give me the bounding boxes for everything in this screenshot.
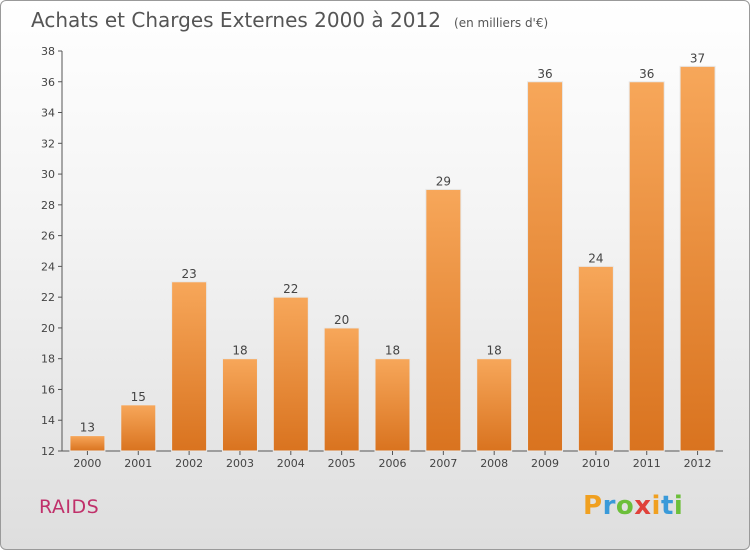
data-label-2005: 20 (334, 313, 349, 327)
bar-2003 (221, 358, 258, 452)
data-label-2003: 18 (232, 344, 247, 358)
data-label-2006: 18 (385, 344, 400, 358)
data-label-2010: 24 (588, 251, 603, 265)
x-tick-label-2011: 2011 (633, 457, 661, 470)
bar-2008 (476, 358, 513, 452)
x-tick-label-2010: 2010 (582, 457, 610, 470)
y-tick-label: 24 (41, 260, 55, 273)
x-tick-label-2001: 2001 (124, 457, 152, 470)
y-tick-label: 18 (41, 353, 55, 366)
y-tick-label: 12 (41, 445, 55, 458)
y-tick-label: 30 (41, 168, 55, 181)
y-tick-label: 16 (41, 383, 55, 396)
data-label-2008: 18 (487, 344, 502, 358)
x-tick-label-2012: 2012 (684, 457, 712, 470)
bar-2010 (577, 265, 614, 452)
chart-unit: (en milliers d'€) (454, 16, 549, 30)
data-label-2007: 29 (436, 174, 451, 188)
bar-2012 (679, 65, 716, 452)
y-tick-label: 22 (41, 291, 55, 304)
y-tick-label: 28 (41, 199, 55, 212)
data-label-2000: 13 (80, 421, 95, 435)
y-tick-label: 14 (41, 414, 55, 427)
commune-name: RAIDS (39, 496, 100, 518)
y-tick-label: 38 (41, 45, 55, 58)
data-label-2004: 22 (283, 282, 298, 296)
y-tick-label: 26 (41, 230, 55, 243)
bar-2006 (374, 358, 411, 452)
y-tick-label: 20 (41, 322, 55, 335)
x-tick-label-2002: 2002 (175, 457, 203, 470)
x-tick-label-2006: 2006 (379, 457, 407, 470)
bar-2004 (272, 296, 309, 452)
proxiti-logo: Proxiti (583, 491, 684, 521)
x-tick-label-2005: 2005 (328, 457, 356, 470)
bar-2007 (425, 188, 462, 452)
x-tick-label-2000: 2000 (73, 457, 101, 470)
title-row: Achats et Charges Externes 2000 à 2012 (… (31, 8, 548, 32)
data-label-2012: 37 (690, 51, 705, 65)
y-tick-label: 34 (41, 107, 55, 120)
x-tick-label-2003: 2003 (226, 457, 254, 470)
data-label-2011: 36 (639, 67, 654, 81)
chart-title: Achats et Charges Externes 2000 à 2012 (31, 8, 441, 32)
bar-2009 (527, 81, 564, 452)
bar-2011 (628, 81, 665, 452)
x-tick-label-2009: 2009 (531, 457, 559, 470)
data-label-2001: 15 (131, 390, 146, 404)
x-tick-label-2004: 2004 (277, 457, 305, 470)
data-label-2009: 36 (537, 67, 552, 81)
bar-2002 (171, 281, 208, 452)
x-tick-label-2007: 2007 (429, 457, 457, 470)
bar-2000 (69, 435, 106, 452)
bar-2005 (323, 327, 360, 452)
data-label-2002: 23 (181, 267, 196, 281)
y-tick-label: 36 (41, 76, 55, 89)
x-tick-label-2008: 2008 (480, 457, 508, 470)
bar-2001 (120, 404, 157, 452)
y-tick-label: 32 (41, 137, 55, 150)
